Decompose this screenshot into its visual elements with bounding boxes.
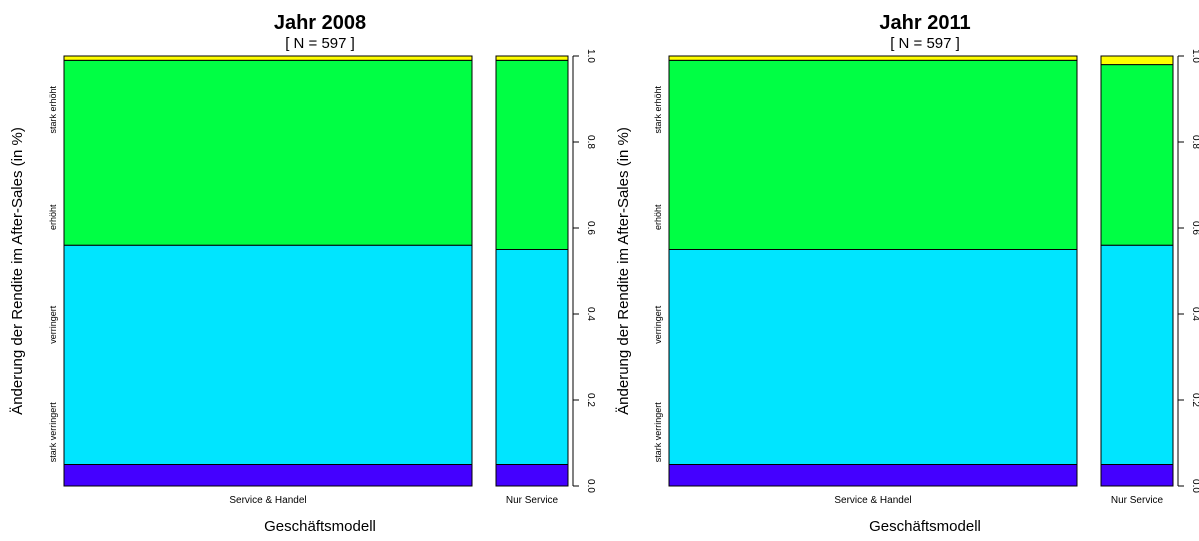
level-label-erhöht: erhöht: [653, 204, 663, 230]
x-tick-label: Service & Handel: [834, 495, 911, 506]
x-axis-label: Geschäftsmodell: [869, 518, 981, 535]
right-axis-tick-label: 0.2: [585, 393, 596, 407]
right-axis-tick-label: 0.4: [1190, 307, 1199, 321]
level-label-stark-verringert: stark verringert: [48, 402, 58, 463]
bar-segment-stark-verringert-1: [668, 464, 1078, 487]
level-label-erhöht: erhöht: [48, 204, 58, 230]
bar-segment-stark-verringert-2: [1100, 464, 1174, 487]
bar-segment-erhöht-1: [63, 59, 473, 246]
level-label-stark-verringert: stark verringert: [653, 402, 663, 463]
bar-segment-stark-verringert-2: [495, 464, 569, 487]
right-axis-tick-label: 0.6: [1190, 221, 1199, 235]
bar-segment-erhöht-1: [668, 59, 1078, 250]
right-axis-tick-label: 0.0: [585, 479, 596, 493]
level-label-stark-erhöht: stark erhöht: [48, 85, 58, 133]
chart-subtitle: [ N = 597 ]: [890, 35, 960, 52]
right-axis-tick-label: 0.4: [585, 307, 596, 321]
right-axis-tick-label: 0.0: [1190, 479, 1199, 493]
bar-segment-stark-verringert-1: [63, 464, 473, 487]
bar-segment-stark-erhöht-1: [63, 55, 473, 61]
x-axis-label: Geschäftsmodell: [264, 518, 376, 535]
right-axis-tick-label: 0.6: [585, 221, 596, 235]
bar-segment-stark-erhöht-2: [1100, 55, 1174, 66]
bar-segment-erhöht-2: [495, 59, 569, 250]
chart-panel-1: Jahr 2008[ N = 597 ] Service & Handel Nur …: [9, 12, 596, 535]
chart-panel-2: Jahr 2011[ N = 597 ] Service & Handel Nur …: [615, 12, 1199, 535]
bar-segment-verringert-1: [668, 249, 1078, 465]
bar-segment-verringert-2: [1100, 244, 1174, 465]
bar-segment-verringert-1: [63, 244, 473, 465]
right-axis-tick-label: 0.8: [585, 135, 596, 149]
bar-segment-stark-erhöht-2: [495, 55, 569, 61]
chart-title: Jahr 2008: [274, 12, 366, 34]
level-label-verringert: verringert: [653, 305, 663, 344]
right-axis-tick-label: 0.2: [1190, 393, 1199, 407]
bar-segment-stark-erhöht-1: [668, 55, 1078, 61]
y-axis-label: Änderung der Rendite im After-Sales (in …: [615, 127, 632, 415]
right-axis-tick-label: 0.8: [1190, 135, 1199, 149]
x-tick-label: Nur Service: [1111, 495, 1164, 506]
right-axis-tick-label: 1.0: [585, 49, 596, 63]
level-label-stark-erhöht: stark erhöht: [653, 85, 663, 133]
y-axis-label: Änderung der Rendite im After-Sales (in …: [9, 127, 26, 415]
bar-segment-verringert-2: [495, 249, 569, 465]
x-tick-label: Service & Handel: [229, 495, 306, 506]
right-axis-tick-label: 1.0: [1190, 49, 1199, 63]
bar-segment-erhöht-2: [1100, 64, 1174, 246]
chart-subtitle: [ N = 597 ]: [285, 35, 355, 52]
chart-title: Jahr 2011: [879, 12, 970, 34]
x-tick-label: Nur Service: [506, 495, 559, 506]
level-label-verringert: verringert: [48, 305, 58, 344]
